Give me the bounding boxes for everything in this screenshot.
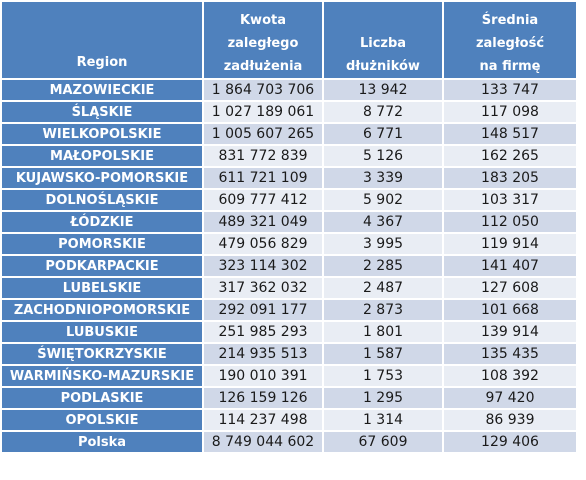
debt-table: Region Kwota zaległego zadłużenia Liczba…	[2, 2, 576, 452]
srednia-cell: 183 205	[444, 168, 576, 188]
table-row: KUJAWSKO-POMORSKIE 611 721 109 3 339 183 20…	[2, 168, 576, 188]
region-cell: Polska	[2, 432, 202, 452]
liczba-cell: 8 772	[324, 102, 442, 122]
region-cell: MAZOWIECKIE	[2, 80, 202, 100]
srednia-cell: 162 265	[444, 146, 576, 166]
srednia-cell: 133 747	[444, 80, 576, 100]
region-cell: ŚWIĘTOKRZYSKIE	[2, 344, 202, 364]
kwota-cell: 8 749 044 602	[204, 432, 322, 452]
kwota-cell: 479 056 829	[204, 234, 322, 254]
srednia-cell: 119 914	[444, 234, 576, 254]
table-row: PODLASKIE 126 159 126 1 295 97 420	[2, 388, 576, 408]
kwota-cell: 323 114 302	[204, 256, 322, 276]
table-row: LUBUSKIE 251 985 293 1 801 139 914	[2, 322, 576, 342]
table-row: ZACHODNIOPOMORSKIE 292 091 177 2 873 101 66…	[2, 300, 576, 320]
liczba-cell: 67 609	[324, 432, 442, 452]
table-row: POMORSKIE 479 056 829 3 995 119 914	[2, 234, 576, 254]
table-row: PODKARPACKIE 323 114 302 2 285 141 407	[2, 256, 576, 276]
region-cell: KUJAWSKO-POMORSKIE	[2, 168, 202, 188]
kwota-cell: 1 027 189 061	[204, 102, 322, 122]
kwota-cell: 1 005 607 265	[204, 124, 322, 144]
region-cell: POMORSKIE	[2, 234, 202, 254]
liczba-cell: 5 126	[324, 146, 442, 166]
srednia-cell: 135 435	[444, 344, 576, 364]
kwota-cell: 126 159 126	[204, 388, 322, 408]
liczba-cell: 5 902	[324, 190, 442, 210]
table-row: MAZOWIECKIE 1 864 703 706 13 942 133 747	[2, 80, 576, 100]
region-cell: PODLASKIE	[2, 388, 202, 408]
srednia-cell: 148 517	[444, 124, 576, 144]
region-cell: PODKARPACKIE	[2, 256, 202, 276]
kwota-cell: 1 864 703 706	[204, 80, 322, 100]
header-srednia: Średnia zaległość na firmę	[444, 2, 576, 78]
table-row: ŚLĄSKIE 1 027 189 061 8 772 117 098	[2, 102, 576, 122]
liczba-cell: 1 295	[324, 388, 442, 408]
liczba-cell: 1 801	[324, 322, 442, 342]
header-kwota-line3: zadłużenia	[223, 59, 303, 74]
liczba-cell: 2 487	[324, 278, 442, 298]
table-row: Polska 8 749 044 602 67 609 129 406	[2, 432, 576, 452]
table-row: LUBELSKIE 317 362 032 2 487 127 608	[2, 278, 576, 298]
header-liczba: Liczba dłużników	[324, 2, 442, 78]
kwota-cell: 114 237 498	[204, 410, 322, 430]
region-cell: LUBUSKIE	[2, 322, 202, 342]
srednia-cell: 108 392	[444, 366, 576, 386]
liczba-cell: 6 771	[324, 124, 442, 144]
region-cell: WARMIŃSKO-MAZURSKIE	[2, 366, 202, 386]
table-row: DOLNOŚLĄSKIE 609 777 412 5 902 103 317	[2, 190, 576, 210]
liczba-cell: 3 995	[324, 234, 442, 254]
srednia-cell: 112 050	[444, 212, 576, 232]
liczba-cell: 4 367	[324, 212, 442, 232]
table-row: WIELKOPOLSKIE 1 005 607 265 6 771 148 517	[2, 124, 576, 144]
kwota-cell: 292 091 177	[204, 300, 322, 320]
srednia-cell: 141 407	[444, 256, 576, 276]
kwota-cell: 317 362 032	[204, 278, 322, 298]
liczba-cell: 1 753	[324, 366, 442, 386]
region-cell: DOLNOŚLĄSKIE	[2, 190, 202, 210]
table-row: MAŁOPOLSKIE 831 772 839 5 126 162 265	[2, 146, 576, 166]
liczba-cell: 2 873	[324, 300, 442, 320]
srednia-cell: 127 608	[444, 278, 576, 298]
region-cell: OPOLSKIE	[2, 410, 202, 430]
kwota-cell: 489 321 049	[204, 212, 322, 232]
region-cell: MAŁOPOLSKIE	[2, 146, 202, 166]
srednia-cell: 139 914	[444, 322, 576, 342]
srednia-cell: 101 668	[444, 300, 576, 320]
liczba-cell: 1 587	[324, 344, 442, 364]
srednia-cell: 86 939	[444, 410, 576, 430]
table-row: ŚWIĘTOKRZYSKIE 214 935 513 1 587 135 435	[2, 344, 576, 364]
header-kwota: Kwota zaległego zadłużenia	[204, 2, 322, 78]
header-srednia-line2: na firmę	[479, 59, 541, 74]
kwota-cell: 251 985 293	[204, 322, 322, 342]
table-row: OPOLSKIE 114 237 498 1 314 86 939	[2, 410, 576, 430]
header-srednia-line1: Średnia zaległość	[475, 13, 545, 51]
region-cell: ZACHODNIOPOMORSKIE	[2, 300, 202, 320]
header-region: Region	[2, 2, 202, 78]
region-cell: LUBELSKIE	[2, 278, 202, 298]
table-body: MAZOWIECKIE 1 864 703 706 13 942 133 747 ŚLĄ…	[2, 80, 576, 452]
liczba-cell: 2 285	[324, 256, 442, 276]
kwota-cell: 190 010 391	[204, 366, 322, 386]
table-row: ŁÓDZKIE 489 321 049 4 367 112 050	[2, 212, 576, 232]
liczba-cell: 13 942	[324, 80, 442, 100]
srednia-cell: 103 317	[444, 190, 576, 210]
region-cell: ŚLĄSKIE	[2, 102, 202, 122]
region-cell: ŁÓDZKIE	[2, 212, 202, 232]
region-cell: WIELKOPOLSKIE	[2, 124, 202, 144]
header-row: Region Kwota zaległego zadłużenia Liczba…	[2, 2, 576, 78]
liczba-cell: 1 314	[324, 410, 442, 430]
header-kwota-line2: zaległego	[227, 36, 299, 51]
kwota-cell: 214 935 513	[204, 344, 322, 364]
liczba-cell: 3 339	[324, 168, 442, 188]
header-kwota-line1: Kwota	[239, 13, 286, 28]
table-row: WARMIŃSKO-MAZURSKIE 190 010 391 1 753 108 3…	[2, 366, 576, 386]
srednia-cell: 97 420	[444, 388, 576, 408]
srednia-cell: 117 098	[444, 102, 576, 122]
kwota-cell: 611 721 109	[204, 168, 322, 188]
kwota-cell: 831 772 839	[204, 146, 322, 166]
kwota-cell: 609 777 412	[204, 190, 322, 210]
srednia-cell: 129 406	[444, 432, 576, 452]
